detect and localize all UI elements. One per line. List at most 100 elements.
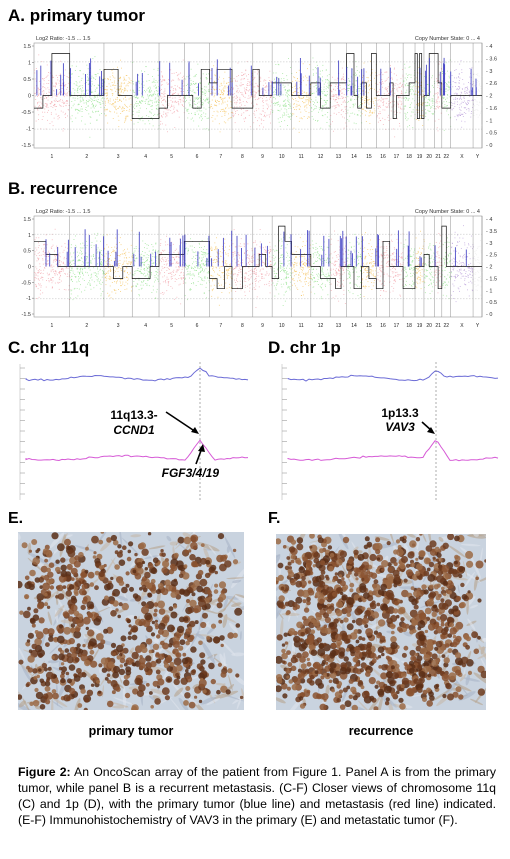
panel-b-header-right: Copy Number State: 0 ... 4 [415, 209, 480, 215]
panel-b-cnv-plot: Log2 Ratio: -1.5 ... 1.5 Copy Number Stat… [22, 209, 498, 329]
panel-a-chr-label: 7 [219, 154, 222, 160]
panel-b-left-tick: -1.5 [22, 312, 31, 318]
panel-c-zoom-plot: 11q13.3-CCND1 FGF3/4/19 [19, 362, 249, 500]
panel-a-chr-label: 9 [261, 154, 264, 160]
panel-a-chr-label: 21 [435, 154, 441, 160]
panel-a-cnv-plot: Log2 Ratio: -1.5 ... 1.5 Copy Number Stat… [22, 36, 498, 160]
panel-b-chr-label: 7 [219, 323, 222, 329]
panel-c-primary-trace [25, 367, 249, 382]
panel-b-chr-label: 12 [318, 323, 324, 329]
panel-b-chr-label: 11 [299, 323, 304, 329]
panel-a-left-tick: 0 [28, 94, 31, 100]
panel-b-chr-1 [34, 228, 71, 300]
panel-a-title: A. primary tumor [8, 6, 145, 25]
panel-b-chr-10 [272, 236, 293, 306]
panel-b-right-tick: - 1.5 [486, 276, 497, 282]
panel-b-chr-label: 14 [351, 323, 357, 329]
panel-b-chr-label: 19 [417, 323, 423, 329]
panel-a-chr-9 [252, 68, 273, 130]
panel-b-chr-label: X [460, 323, 464, 329]
panel-a-right-tick: - 2.6 [486, 81, 497, 87]
panel-a-chr-label: 3 [117, 154, 120, 160]
panel-a-chr-label: 4 [144, 154, 147, 160]
panel-a-right-tick: - 1.6 [486, 106, 497, 112]
panel-c-locus-label: 11q13.3- [110, 408, 157, 422]
panel-b-right-tick: - 3 [486, 241, 492, 247]
panel-b-chr-label: 10 [279, 323, 285, 329]
panel-d-arrowhead [427, 427, 435, 434]
panel-a-left-tick: 1 [28, 61, 31, 67]
panel-b-left-tick: -0.5 [22, 280, 31, 286]
panel-b-right-tick: - 4 [486, 217, 492, 223]
panel-b-chr-14 [346, 233, 363, 298]
panel-a-chr-label: 22 [444, 154, 450, 160]
panel-a-left-tick: -0.5 [22, 110, 31, 116]
panel-b-left-tick: 0.5 [23, 249, 31, 255]
panel-a-chr-7 [210, 65, 233, 133]
panel-a-right-tick: - 4 [486, 44, 492, 50]
panel-b-right-tick: - 0.5 [486, 300, 497, 306]
figure-caption: Figure 2: An OncoScan array of the patie… [18, 764, 496, 828]
panel-a-header-right: Copy Number State: 0 ... 4 [415, 36, 480, 42]
panel-b-left-tick: 1.5 [23, 217, 31, 223]
panel-f-tumor-nests [276, 534, 486, 710]
panel-b-chr-label: 4 [144, 323, 147, 329]
panel-c-title: C. chr 11q [8, 338, 90, 357]
panel-b-chr-22 [441, 237, 452, 299]
panel-b-chr-label: 6 [196, 323, 199, 329]
panel-a-chr-label: 2 [85, 154, 88, 160]
panel-a-chr-label: 20 [426, 154, 432, 160]
panel-d-primary-trace [287, 370, 499, 382]
panel-a-chr-Y [473, 68, 483, 127]
panel-a-right-tick: - 3.6 [486, 56, 497, 62]
panel-a-chr-label: 13 [336, 154, 342, 160]
panel-a-gain-spikes [36, 57, 477, 96]
panel-b-right-tick: - 3.5 [486, 229, 497, 235]
panel-a-chr-label: 11 [299, 154, 304, 160]
panel-d-locus-label: 1p13.3 [381, 406, 419, 420]
panel-a-chr-label: 18 [406, 154, 412, 160]
panel-a-left-tick: -1.5 [22, 143, 31, 149]
panel-a-left-tick: -1 [26, 127, 31, 133]
panel-d-gene-label: VAV3 [385, 420, 415, 434]
panel-d-metastasis-trace [287, 440, 499, 462]
panel-a-chr-label: Y [476, 154, 480, 160]
panel-a-chr-10 [272, 58, 293, 127]
panel-b-chr-8 [232, 229, 254, 296]
panel-e-title: E. [8, 510, 24, 527]
panel-a-chr-label: 8 [241, 154, 244, 160]
panel-a-chr-4 [132, 61, 160, 130]
panel-b-chr-16 [376, 239, 391, 296]
panel-a-right-tick: - 0.5 [486, 131, 497, 137]
panel-b-segment-trace [34, 225, 482, 290]
figure-caption-label: Figure 2: [18, 765, 71, 779]
panel-b-chr-label: 3 [117, 323, 120, 329]
panel-a-header-left: Log2 Ratio: -1.5 ... 1.5 [36, 36, 90, 42]
panel-b-chr-label: 13 [336, 323, 342, 329]
panel-c-fgf-label: FGF3/4/19 [162, 466, 220, 480]
panel-c-metastasis-trace [25, 439, 249, 462]
panel-a-chr-label: 6 [196, 154, 199, 160]
panel-b-chr-5 [159, 233, 186, 305]
panel-d-title: D. chr 1p [268, 338, 341, 357]
panel-a-chr-21 [434, 61, 443, 132]
panel-a-chr-13 [330, 67, 348, 132]
panel-e-tumor-nests [18, 532, 244, 710]
panel-a-right-tick: - 0 [486, 143, 492, 149]
panel-a-chr-label: 1 [51, 154, 54, 160]
panel-f-caption: recurrence [348, 724, 414, 738]
panel-b-header-left: Log2 Ratio: -1.5 ... 1.5 [36, 209, 90, 215]
panel-a-chr-label: 17 [394, 154, 400, 160]
panel-b-chr-label: Y [476, 323, 480, 329]
panel-b-right-tick: - 2.5 [486, 253, 497, 259]
panel-b-gain-spikes [45, 229, 467, 267]
panel-b-chr-label: 15 [366, 323, 372, 329]
panel-a-right-tick: - 2 [486, 94, 492, 100]
panel-a-chr-5 [159, 59, 185, 133]
panel-a-chr-label: 16 [380, 154, 386, 160]
panel-b-right-tick: - 0 [486, 312, 492, 318]
panel-b-chr-label: 1 [51, 323, 54, 329]
panel-a-right-tick: - 1 [486, 118, 492, 124]
panel-b-chr-label: 20 [426, 323, 432, 329]
